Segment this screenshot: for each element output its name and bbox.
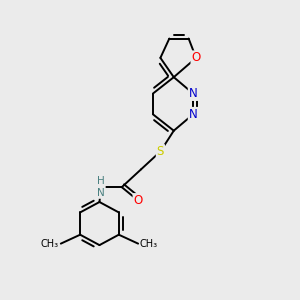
Text: N: N <box>189 87 197 100</box>
Text: H
N: H N <box>97 176 105 198</box>
Text: O: O <box>134 194 143 207</box>
Text: CH₃: CH₃ <box>140 238 158 249</box>
Text: N: N <box>189 108 197 121</box>
Text: O: O <box>191 51 201 64</box>
Text: CH₃: CH₃ <box>41 238 59 249</box>
Text: S: S <box>157 145 164 158</box>
